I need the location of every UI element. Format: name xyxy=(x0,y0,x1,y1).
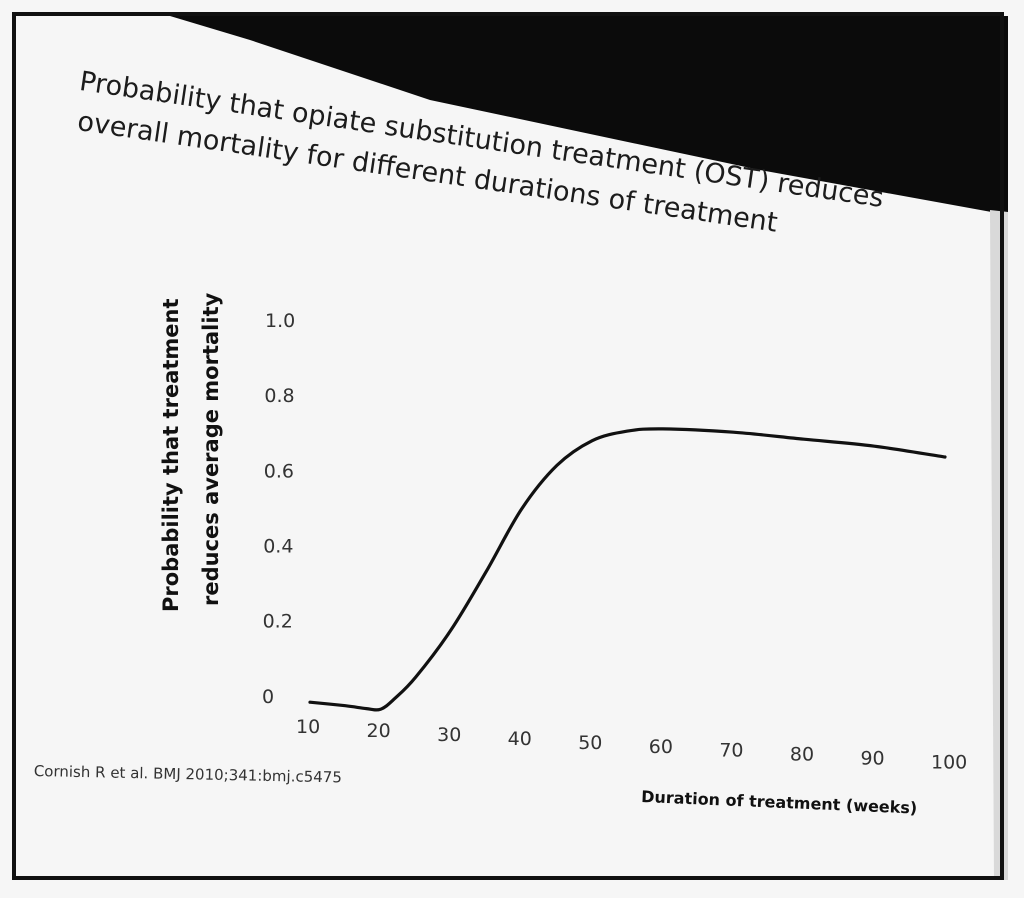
x-tick-label: 50 xyxy=(578,732,602,754)
x-tick-label: 30 xyxy=(437,724,461,746)
x-tick-label: 90 xyxy=(860,748,884,770)
y-axis-title-line-2: reduces average mortality xyxy=(199,292,223,606)
x-tick-label: 40 xyxy=(508,728,532,750)
y-tick-label: 0 xyxy=(262,686,274,708)
x-tick-label: 100 xyxy=(931,752,967,774)
y-tick-label: 1.0 xyxy=(265,310,295,332)
x-tick-label: 60 xyxy=(649,736,673,758)
y-tick-label: 0.2 xyxy=(263,611,293,633)
y-tick-label: 0.8 xyxy=(264,385,294,407)
x-tick-label: 20 xyxy=(367,720,391,742)
y-tick-label: 0.6 xyxy=(264,460,294,482)
x-tick-label: 80 xyxy=(790,744,814,766)
y-axis-ticks: 0 0.2 0.4 0.6 0.8 1.0 xyxy=(262,310,295,708)
photo-border xyxy=(12,12,1004,880)
x-axis-ticks: 10 20 30 40 50 60 70 80 90 100 xyxy=(296,716,967,774)
x-tick-label: 70 xyxy=(719,740,743,762)
x-tick-label: 10 xyxy=(296,716,320,738)
series-line xyxy=(308,427,947,712)
y-axis-title: Probability that treatment reduces avera… xyxy=(159,292,223,612)
y-tick-label: 0.4 xyxy=(263,535,293,557)
y-axis-title-line-1: Probability that treatment xyxy=(159,298,183,612)
